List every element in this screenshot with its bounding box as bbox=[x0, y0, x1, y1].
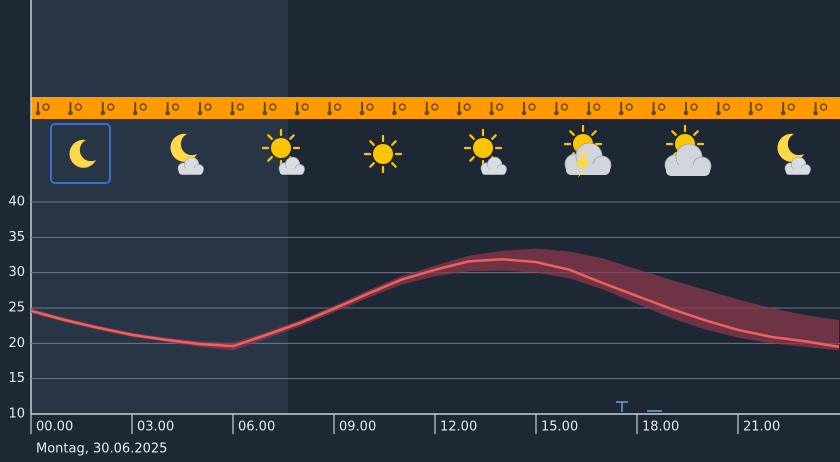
weather-icon[interactable] bbox=[363, 134, 403, 174]
x-tick-label: 18.00 bbox=[642, 420, 679, 435]
warning-icons bbox=[31, 97, 840, 119]
y-tick-label: 25 bbox=[8, 301, 25, 316]
temperature-line bbox=[30, 257, 840, 349]
y-tick-label: 30 bbox=[8, 265, 25, 280]
weather-icon[interactable] bbox=[777, 133, 811, 176]
x-tick-label: 03.00 bbox=[137, 420, 174, 435]
y-tick-label: 20 bbox=[8, 336, 25, 351]
date-label: Montag, 30.06.2025 bbox=[36, 442, 167, 457]
weather-icon[interactable] bbox=[563, 124, 612, 178]
y-tick-label: 35 bbox=[8, 230, 25, 245]
y-tick-label: 10 bbox=[8, 407, 25, 422]
weather-icon[interactable] bbox=[664, 124, 712, 177]
x-tick-label: 06.00 bbox=[238, 420, 275, 435]
y-tick-label: 40 bbox=[8, 195, 25, 210]
x-tick-label: 12.00 bbox=[440, 420, 477, 435]
uncertainty-band bbox=[31, 248, 839, 351]
y-tick-label: 15 bbox=[8, 371, 25, 386]
current-period bbox=[31, 0, 288, 414]
x-tick-label: 00.00 bbox=[36, 420, 73, 435]
x-tick-label: 21.00 bbox=[743, 420, 780, 435]
selected-icon-frame[interactable] bbox=[50, 123, 111, 184]
weather-icon[interactable] bbox=[463, 128, 507, 176]
x-tick-label: 15.00 bbox=[541, 420, 578, 435]
x-tick-label: 09.00 bbox=[339, 420, 376, 435]
precip-marker bbox=[616, 401, 662, 412]
